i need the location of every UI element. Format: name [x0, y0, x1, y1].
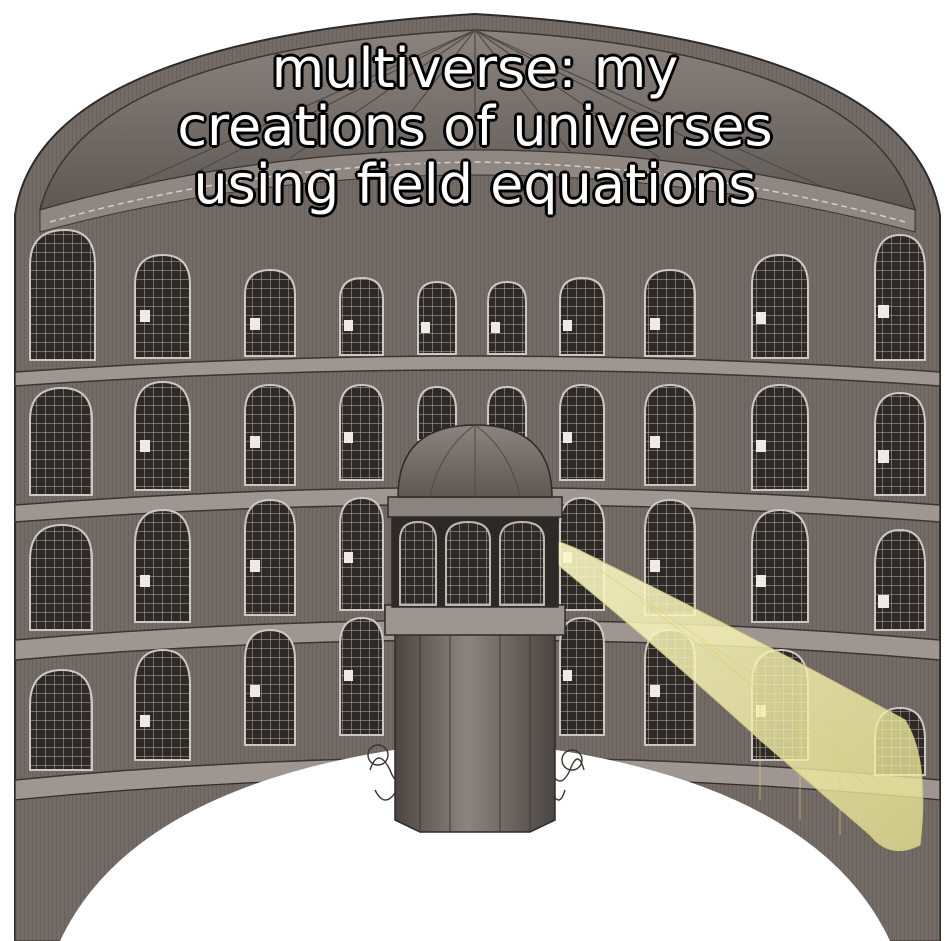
cell	[134, 380, 191, 491]
meme-caption: multiverse: my creations of universes us…	[0, 37, 950, 216]
cell	[134, 253, 191, 359]
cell	[29, 668, 93, 771]
cell	[874, 233, 926, 361]
cell	[644, 498, 696, 616]
dome-ribs	[119, 29, 831, 191]
cell	[751, 508, 809, 623]
cell	[417, 385, 457, 441]
tower-base	[394, 629, 556, 833]
cell	[644, 383, 696, 486]
cell	[244, 268, 296, 357]
cell	[339, 616, 384, 736]
cell-row-1	[29, 228, 926, 361]
floor	[60, 740, 890, 941]
cell	[244, 498, 296, 616]
watch-tower	[384, 424, 566, 833]
cell-row-2	[29, 380, 926, 496]
cell	[134, 648, 191, 761]
cell	[751, 383, 809, 491]
lantern-windows	[399, 520, 545, 606]
cell	[134, 508, 191, 623]
caption-line-3: using field equations	[192, 153, 758, 216]
cell	[487, 280, 527, 355]
cell	[244, 383, 296, 486]
cell	[559, 276, 605, 356]
cell	[417, 280, 457, 355]
tower-cornice	[387, 496, 563, 518]
cell	[559, 383, 605, 481]
cell	[559, 616, 605, 736]
beam-lattice	[599, 569, 901, 835]
caption-line-1: multiverse: my	[270, 37, 680, 100]
cell	[29, 523, 93, 631]
cell	[339, 496, 384, 611]
cell	[874, 528, 926, 631]
cell	[874, 391, 926, 496]
cell	[644, 268, 696, 357]
cell	[29, 386, 93, 496]
caption-line-2: creations of universes	[176, 95, 774, 158]
cell	[339, 276, 384, 356]
cell	[244, 628, 296, 746]
searchlight-beam	[551, 539, 924, 852]
ornamental-frieze	[39, 149, 916, 233]
cell	[751, 253, 809, 359]
cell	[29, 228, 96, 361]
cell	[339, 383, 384, 481]
tower-ring	[384, 604, 566, 636]
